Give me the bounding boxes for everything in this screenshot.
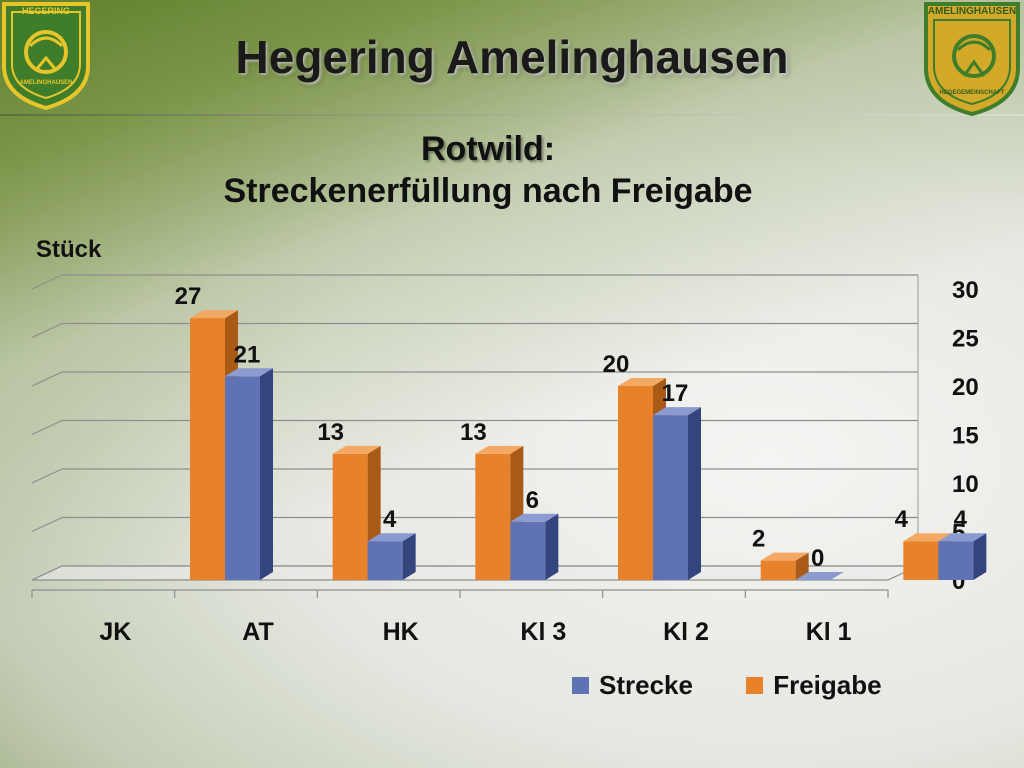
- logo-left-bottom-text: AMELINGHAUSEN: [19, 80, 72, 86]
- bar-strecke: [510, 521, 546, 580]
- legend-label-freigabe: Freigabe: [773, 670, 882, 700]
- x-tick-label: Kl 1: [806, 618, 852, 646]
- data-label-freigabe: 13: [460, 419, 487, 446]
- gridline-slant: [31, 468, 63, 484]
- y-tick-label: 30: [952, 277, 979, 304]
- hegering-logo: HEGERING AMELINGHAUSEN: [2, 2, 90, 110]
- bar-side-strecke: [260, 368, 273, 580]
- bar-top-freigabe: [760, 552, 809, 561]
- data-label-strecke: 0: [811, 545, 824, 572]
- legend-label-strecke: Strecke: [599, 670, 693, 700]
- y-tick-label: 15: [952, 423, 979, 450]
- bar-freigabe: [332, 453, 368, 580]
- chart-legend: Strecke Freigabe: [572, 670, 882, 701]
- bar-freigabe: [475, 453, 511, 580]
- bar-top-strecke: [653, 407, 701, 416]
- bar-top-strecke: [225, 368, 273, 377]
- y-tick-label: 25: [952, 326, 979, 353]
- bar-freigabe: [190, 318, 225, 580]
- bar-strecke: [653, 415, 688, 580]
- chart-title-highlight: Rotwild: [420, 130, 544, 168]
- bar-freigabe: [618, 386, 653, 580]
- bar-freigabe: [903, 541, 939, 580]
- bar-top-freigabe: [332, 445, 381, 454]
- gridline-slant: [31, 322, 63, 339]
- legend-swatch-freigabe: [746, 677, 764, 694]
- header-divider: [0, 114, 1024, 116]
- bar-side-strecke: [545, 513, 559, 580]
- y-axis-label: Stück: [36, 236, 102, 263]
- data-label-strecke: 6: [526, 487, 539, 514]
- page-title: Hegering Amelinghausen: [235, 31, 789, 83]
- chart-title-colon: :: [543, 130, 556, 168]
- data-label-freigabe: 2: [752, 526, 765, 553]
- legend-swatch-strecke: [572, 677, 589, 694]
- bar-top-freigabe: [903, 533, 952, 542]
- bar-freigabe: [760, 560, 796, 580]
- bar-top-strecke: [510, 513, 559, 522]
- chart-title: Rotwild: Streckenerfüllung nach Freigabe: [0, 128, 976, 212]
- data-label-strecke: 4: [383, 506, 397, 533]
- legend-item-freigabe: Freigabe: [746, 670, 882, 701]
- data-label-freigabe: 27: [175, 283, 202, 310]
- data-label-strecke: 21: [234, 341, 261, 368]
- data-label-freigabe: 13: [317, 419, 344, 446]
- data-label-freigabe: 20: [603, 351, 630, 378]
- gridline-slant: [31, 419, 63, 436]
- chart-title-line2: Streckenerfüllung nach Freigabe: [223, 172, 753, 210]
- x-tick-label: Kl 2: [663, 618, 709, 646]
- gridline-slant: [31, 371, 63, 387]
- x-tick-label: Kl 3: [520, 618, 566, 646]
- bar-top-strecke: [367, 533, 416, 542]
- x-tick-label: JK: [99, 618, 131, 646]
- bar-top-freigabe: [618, 378, 666, 386]
- bar-side-freigabe: [795, 552, 809, 580]
- logo-right-bottom-text: HEGEGEMEINSCHAFT: [939, 90, 1004, 96]
- x-tick-label: HK: [383, 618, 419, 646]
- hegegemeinschaft-logo: AMELINGHAUSEN HEGEGEMEINSCHAFT: [924, 2, 1020, 117]
- bar-side-strecke: [973, 533, 987, 580]
- gridline-slant: [31, 274, 63, 290]
- bar-strecke: [367, 541, 403, 580]
- bar-strecke: [225, 376, 260, 580]
- bar-top-strecke: [938, 533, 987, 542]
- bar-top-freigabe: [190, 310, 238, 319]
- bar-top-strecke: [795, 572, 844, 580]
- bar-strecke: [938, 541, 974, 580]
- logo-left-top-text: HEGERING: [22, 6, 70, 16]
- bar-side-strecke: [688, 407, 701, 580]
- data-label-strecke: 17: [662, 380, 689, 407]
- gridline-slant: [31, 516, 63, 533]
- y-tick-label: 20: [952, 374, 979, 401]
- y-tick-label: 10: [952, 471, 979, 498]
- data-label-freigabe: 4: [895, 506, 909, 533]
- data-label-strecke: 4: [954, 506, 968, 533]
- logo-right-top-text: AMELINGHAUSEN: [928, 6, 1016, 17]
- x-tick-label: AT: [242, 618, 273, 646]
- legend-item-strecke: Strecke: [572, 670, 693, 701]
- bar-side-strecke: [402, 533, 416, 580]
- bar-top-freigabe: [475, 445, 524, 454]
